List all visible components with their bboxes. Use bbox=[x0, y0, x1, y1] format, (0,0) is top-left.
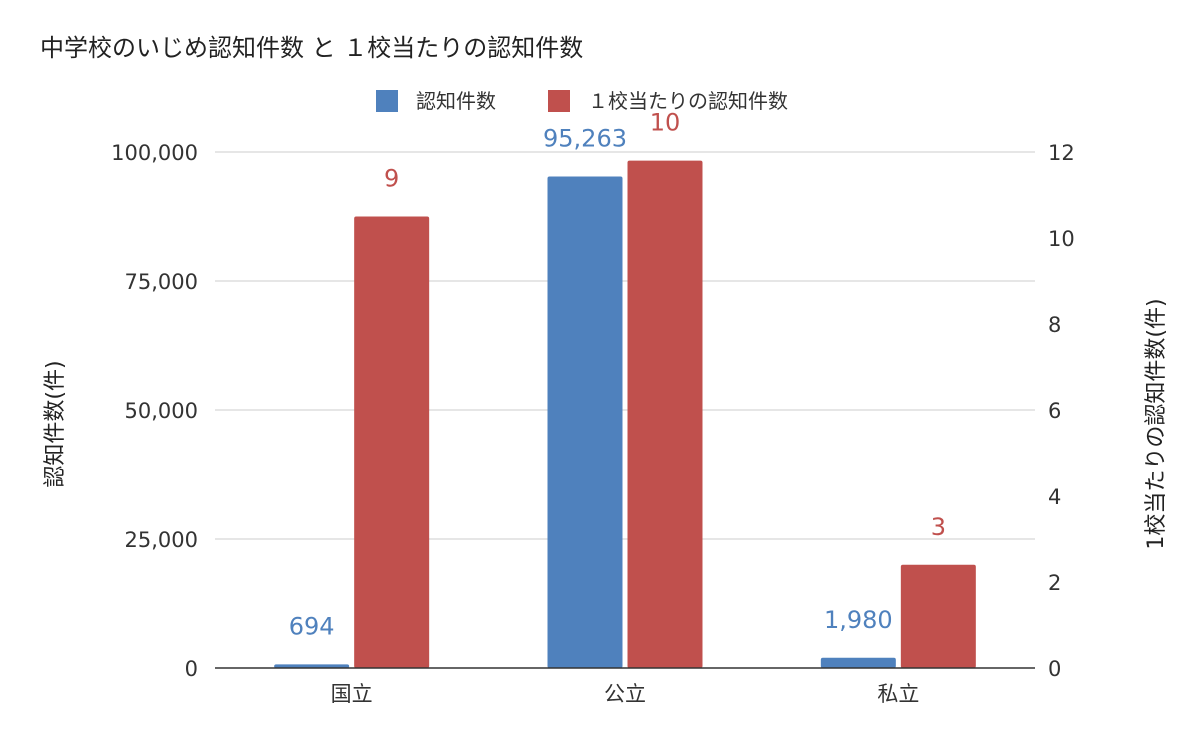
x-tick-label-1: 公立 bbox=[604, 682, 646, 706]
x-axis-labels: 国立 公立 私立 bbox=[331, 682, 920, 706]
left-axis-ticks: 0 25,000 50,000 75,000 100,000 bbox=[111, 141, 198, 681]
left-tick-label-3: 75,000 bbox=[125, 270, 198, 294]
right-tick-label-2: 4 bbox=[1048, 485, 1061, 509]
legend-swatch-0 bbox=[376, 90, 398, 112]
legend: 認知件数 １校当たりの認知件数 bbox=[376, 89, 788, 113]
data-label-count-0: 694 bbox=[289, 612, 335, 640]
chart-title: 中学校のいじめ認知件数 と １校当たりの認知件数 bbox=[40, 34, 583, 62]
right-tick-label-3: 6 bbox=[1048, 399, 1061, 423]
left-axis-title: 認知件数(件) bbox=[43, 360, 68, 487]
left-tick-label-4: 100,000 bbox=[111, 141, 198, 165]
right-axis-title: 1校当たりの認知件数(件) bbox=[1144, 298, 1169, 549]
legend-label-1: １校当たりの認知件数 bbox=[588, 89, 788, 113]
bars bbox=[274, 160, 976, 668]
data-label-count-2: 1,980 bbox=[824, 606, 893, 634]
x-tick-label-0: 国立 bbox=[331, 682, 373, 706]
x-tick-label-2: 私立 bbox=[877, 682, 919, 706]
data-label-per-school-1: 10 bbox=[650, 109, 681, 137]
right-tick-label-6: 12 bbox=[1048, 141, 1075, 165]
bar-per-school-2 bbox=[900, 564, 976, 668]
data-label-per-school-2: 3 bbox=[931, 513, 946, 541]
right-tick-label-0: 0 bbox=[1048, 657, 1061, 681]
bar-per-school-0 bbox=[354, 216, 430, 668]
right-tick-label-1: 2 bbox=[1048, 571, 1061, 595]
left-tick-label-2: 50,000 bbox=[125, 399, 198, 423]
legend-swatch-1 bbox=[548, 90, 570, 112]
right-tick-label-5: 10 bbox=[1048, 227, 1075, 251]
right-axis-ticks: 0 2 4 6 8 10 12 bbox=[1048, 141, 1075, 681]
data-label-per-school-0: 9 bbox=[384, 165, 399, 193]
bar-per-school-1 bbox=[627, 160, 703, 668]
bar-count-2 bbox=[820, 657, 896, 668]
right-tick-label-4: 8 bbox=[1048, 313, 1061, 337]
data-label-count-1: 95,263 bbox=[543, 124, 627, 152]
gridlines bbox=[215, 151, 1035, 540]
bar-count-0 bbox=[274, 664, 350, 668]
legend-label-0: 認知件数 bbox=[416, 89, 496, 113]
left-tick-label-1: 25,000 bbox=[125, 528, 198, 552]
data-labels: 694 9 95,263 10 1,980 3 bbox=[289, 109, 946, 641]
bar-count-1 bbox=[547, 176, 623, 668]
left-tick-label-0: 0 bbox=[185, 657, 198, 681]
